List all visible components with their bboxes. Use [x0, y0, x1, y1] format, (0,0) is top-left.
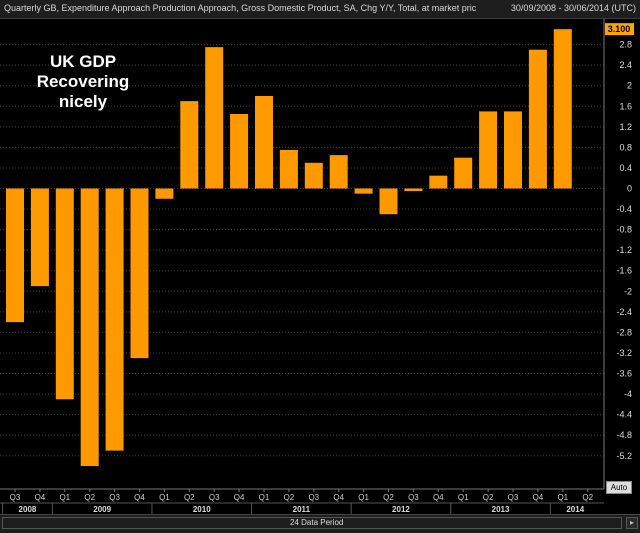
bar-q3-4 — [105, 188, 124, 451]
x-tick-label: Q3 — [209, 493, 220, 502]
y-tick-label: -1.6 — [616, 266, 632, 276]
bar-q4-13 — [329, 155, 348, 189]
y-tick-label: -5.2 — [616, 451, 632, 461]
x-tick-label: Q4 — [433, 493, 444, 502]
bar-q2-7 — [180, 101, 199, 189]
date-range: 30/09/2008 - 30/06/2014 (UTC) — [510, 3, 636, 13]
bar-q1-22 — [553, 29, 572, 189]
year-label: 2011 — [293, 505, 311, 514]
x-tick-label: Q2 — [284, 493, 295, 502]
y-tick-label: 1.6 — [619, 101, 632, 111]
x-tick-label: Q1 — [358, 493, 369, 502]
y-tick-label: 0.4 — [619, 163, 632, 173]
bar-q3-8 — [205, 47, 224, 189]
x-tick-label: Q2 — [184, 493, 195, 502]
y-tick-label: -4 — [624, 389, 632, 399]
bar-q3-0 — [6, 188, 24, 323]
year-label: 2009 — [93, 505, 111, 514]
x-tick-label: Q4 — [234, 493, 245, 502]
auto-scale-button[interactable]: Auto — [606, 481, 632, 494]
bar-q1-10 — [255, 95, 273, 189]
bar-q2-15 — [379, 188, 398, 215]
chart-title: Quarterly GB, Expenditure Approach Produ… — [4, 3, 477, 13]
y-tick-label: -0.8 — [616, 225, 632, 235]
last-value-marker — [605, 23, 634, 36]
bar-q4-17 — [429, 175, 448, 189]
x-tick-label: Q1 — [259, 493, 270, 502]
x-tick-label: Q1 — [159, 493, 170, 502]
y-tick-label: -2 — [624, 286, 632, 296]
annotation-line-2: Recovering — [36, 72, 130, 91]
bar-q2-11 — [279, 149, 298, 189]
bar-q2-19 — [479, 111, 498, 189]
year-label: 2010 — [193, 505, 211, 514]
year-label: 2013 — [492, 505, 510, 514]
x-tick-label: Q2 — [84, 493, 95, 502]
x-tick-label: Q2 — [483, 493, 494, 502]
y-tick-label: -3.2 — [616, 348, 632, 358]
scroll-right-arrow-icon[interactable]: ▸ — [626, 517, 638, 529]
y-tick-label: -3.6 — [616, 369, 632, 379]
x-tick-label: Q3 — [10, 493, 21, 502]
x-tick-label: Q1 — [458, 493, 469, 502]
x-tick-label: Q4 — [35, 493, 46, 502]
x-tick-label: Q1 — [59, 493, 70, 502]
bar-q3-16 — [404, 188, 423, 192]
y-tick-label: 2.4 — [619, 60, 632, 70]
scroll-track[interactable] — [2, 517, 622, 529]
y-tick-label: -2.8 — [616, 327, 632, 337]
year-label: 2012 — [392, 505, 410, 514]
y-tick-label: 0.8 — [619, 142, 632, 152]
plot-background — [0, 19, 604, 489]
y-tick-label: -0.4 — [616, 204, 632, 214]
bar-q3-12 — [304, 162, 323, 189]
x-tick-label: Q4 — [333, 493, 344, 502]
x-tick-label: Q3 — [508, 493, 519, 502]
annotation-line-1: UK GDP — [49, 52, 117, 71]
bar-q1-2 — [55, 188, 74, 400]
bar-q4-1 — [30, 188, 49, 287]
bar-q4-21 — [528, 49, 547, 189]
x-tick-label: Q2 — [383, 493, 394, 502]
bar-q2-3 — [80, 188, 99, 467]
title-bar: Quarterly GB, Expenditure Approach Produ… — [0, 0, 640, 19]
chart-annotation: UK GDP Recovering nicely — [28, 52, 138, 112]
y-tick-label: -4.8 — [616, 430, 632, 440]
y-tick-label: -1.2 — [616, 245, 632, 255]
y-tick-label: -4.4 — [616, 410, 632, 420]
x-tick-label: Q2 — [582, 493, 593, 502]
bar-q1-14 — [354, 188, 373, 194]
year-label: 2008 — [19, 505, 37, 514]
x-tick-label: Q3 — [308, 493, 319, 502]
footer-scrollbar: 24 Data Period ▸ — [0, 514, 640, 533]
bar-q3-20 — [504, 111, 522, 189]
x-tick-label: Q3 — [408, 493, 419, 502]
x-tick-label: Q4 — [533, 493, 544, 502]
y-tick-label: 1.2 — [619, 122, 632, 132]
bar-q1-18 — [454, 157, 473, 189]
bar-q4-9 — [230, 113, 249, 189]
period-label: 24 Data Period — [290, 518, 344, 527]
chart: 2.8 2.4 2 1.6 1.2 0.8 0.4 0 -0.4 -0.8 -1.2 -1.6 -2 -2… — [0, 19, 634, 514]
x-tick-label: Q4 — [134, 493, 145, 502]
y-tick-label: 2 — [627, 81, 632, 91]
y-tick-label: 0 — [627, 184, 632, 194]
year-label: 2014 — [566, 505, 584, 514]
x-tick-label: Q1 — [557, 493, 568, 502]
annotation-line-3: nicely — [58, 92, 108, 111]
y-tick-label: 2.8 — [619, 40, 632, 50]
bar-q4-5 — [130, 188, 149, 359]
y-tick-label: -2.4 — [616, 307, 632, 317]
last-value-label: 3.100 — [608, 24, 631, 34]
bar-q1-6 — [155, 188, 174, 199]
x-tick-label: Q3 — [109, 493, 120, 502]
